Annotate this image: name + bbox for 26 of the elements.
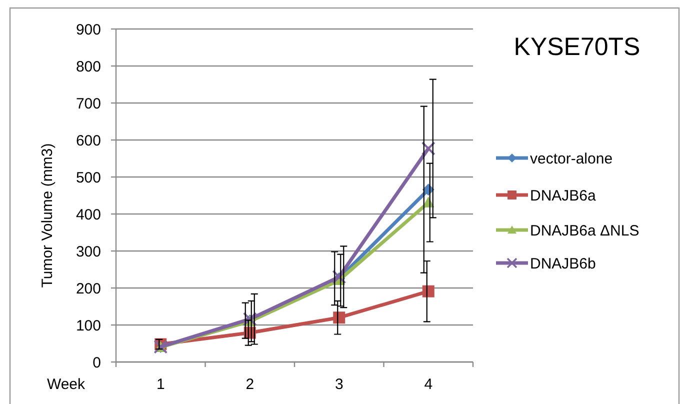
y-tick-label: 700: [76, 95, 101, 112]
point: [421, 142, 436, 156]
legend-label: DNAJB6a: [530, 187, 597, 204]
y-tick-label: 900: [76, 21, 101, 38]
legend-label: DNAJB6b: [530, 255, 596, 272]
x-tick-label: 3: [334, 376, 344, 393]
y-tick-label: 100: [76, 317, 101, 334]
x-tick-label: 2: [246, 376, 254, 393]
y-tick-label: 800: [76, 58, 101, 76]
y-axis-title: Tumor Volume (mm3): [39, 143, 56, 288]
y-tick-label: 400: [76, 206, 101, 224]
legend-label: vector-alone: [530, 150, 613, 168]
x-tick-label: 1: [156, 376, 165, 393]
x-tick-label: 4: [424, 376, 433, 393]
y-tick-label: 600: [76, 132, 101, 150]
text: KYSE70TS: [514, 33, 640, 61]
point: [332, 270, 346, 284]
y-tick-label: 0: [92, 354, 101, 372]
y-tick-label: 300: [76, 243, 101, 260]
y-tick-label: 200: [76, 280, 101, 298]
point: [242, 312, 257, 326]
point: [422, 285, 434, 298]
y-tick-label: 500: [76, 169, 101, 186]
point: [333, 312, 346, 324]
x-axis-title: Week: [46, 376, 86, 393]
legend-label: DNAJB6a ΔNLS: [530, 222, 640, 240]
